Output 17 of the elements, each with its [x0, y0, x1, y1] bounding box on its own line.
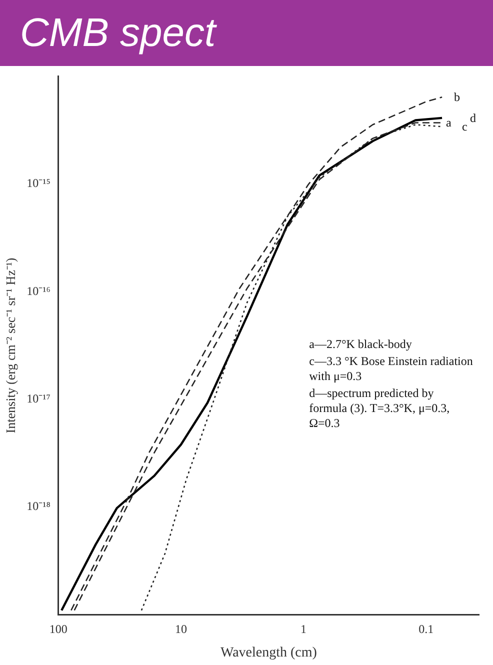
x-tick-label: 1	[300, 622, 307, 636]
x-tick-label: 0.1	[418, 622, 434, 636]
y-tick-label: 10⁻¹⁸	[26, 499, 50, 514]
y-tick-label: 10⁻¹⁷	[26, 392, 50, 406]
annotation: a—2.7°K black-body	[309, 336, 412, 351]
x-tick-label: 10	[174, 622, 187, 636]
annotation: d—spectrum predicted by formula (3). T=3.3°K, μ=0.3, Ω=0.3	[309, 386, 450, 430]
x-axis-title: Wavelength (cm)	[220, 645, 318, 660]
series-label: b	[454, 90, 460, 104]
chart-title: CMB spect	[0, 0, 493, 66]
y-tick-label: 10⁻¹⁶	[26, 284, 50, 298]
series-label: c	[462, 120, 468, 134]
series-label: a	[446, 116, 452, 130]
text: d	[470, 110, 476, 125]
y-tick-label: 10⁻¹⁵	[26, 176, 50, 190]
y-axis-title: Intensity (erg cm⁻² sec⁻¹ sr⁻¹ Hz⁻¹)	[3, 258, 18, 434]
x-tick-label: 100	[49, 622, 68, 636]
